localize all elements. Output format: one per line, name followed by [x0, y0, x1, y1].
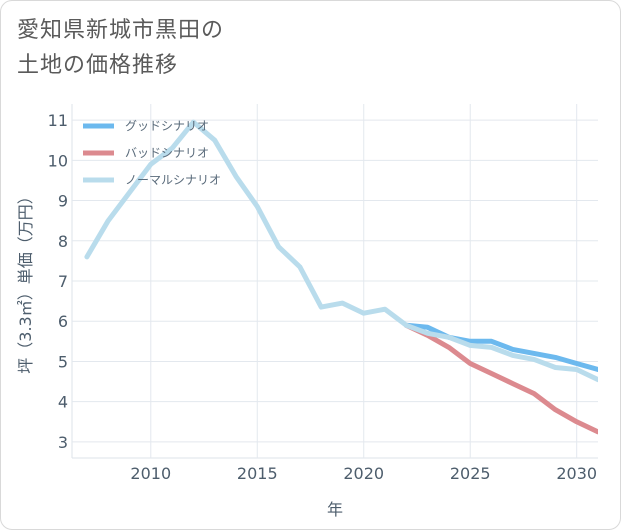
series-line-normal [84, 119, 598, 383]
y-tick-label: 6 [58, 312, 68, 331]
series-line-bad [403, 322, 598, 435]
legend-label: バッドシナリオ [125, 146, 209, 160]
x-axis-title: 年 [327, 500, 343, 519]
y-axis-title: 坪（3.3㎡）単価（万円） [16, 188, 35, 373]
x-tick-label: 2030 [556, 464, 597, 483]
x-tick-label: 2025 [450, 464, 491, 483]
y-tick-label: 11 [48, 111, 68, 130]
chart-title: 愛知県新城市黒田の 土地の価格推移 [17, 13, 224, 83]
series-lines [84, 119, 598, 435]
y-tick-label: 3 [58, 433, 68, 452]
x-tick-label: 2010 [130, 464, 171, 483]
chart-title-line-1: 愛知県新城市黒田の [17, 18, 225, 43]
legend-label: グッドシナリオ [125, 119, 209, 133]
y-tick-label: 10 [48, 151, 68, 170]
y-tick-label: 5 [58, 352, 68, 371]
axis-ticks: 3 4 5 6 7 8 9 10 11 2010 2015 2020 2025 2030 [48, 111, 597, 483]
y-tick-label: 9 [58, 192, 68, 211]
x-tick-label: 2020 [343, 464, 384, 483]
chart-title-line-2: 土地の価格推移 [17, 53, 179, 78]
x-tick-label: 2015 [237, 464, 278, 483]
y-tick-label: 8 [58, 232, 68, 251]
y-tick-label: 4 [58, 393, 68, 412]
grid-lines [71, 104, 598, 459]
legend-label: ノーマルシナリオ [125, 173, 221, 187]
y-tick-label: 7 [58, 272, 68, 291]
series-line-good [403, 322, 598, 372]
